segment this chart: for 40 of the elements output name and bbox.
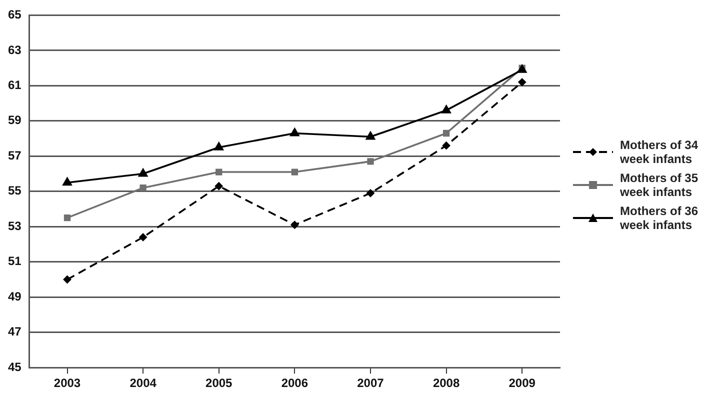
point [216, 168, 222, 176]
point [291, 168, 298, 176]
x-tick-label: 2005 [206, 376, 233, 390]
point [62, 177, 72, 186]
point [366, 189, 374, 198]
point [214, 142, 224, 150]
point [366, 131, 376, 140]
point [140, 184, 146, 192]
point [442, 142, 450, 150]
legend-label: Mothers of 36 week infants [620, 204, 700, 232]
y-tick-label: 65 [8, 8, 22, 22]
y-tick-label: 45 [8, 360, 22, 374]
y-tick-label: 63 [8, 42, 22, 57]
y-tick-label: 49 [8, 289, 22, 304]
point [64, 214, 71, 222]
point [63, 276, 72, 284]
x-tick-label: 2004 [130, 376, 157, 390]
point [214, 182, 223, 190]
y-tick-label: 59 [8, 113, 22, 128]
x-tick-label: 2009 [508, 376, 536, 390]
point [139, 233, 148, 242]
x-tick-label: 2003 [54, 376, 81, 390]
point [518, 78, 526, 86]
x-tick-label: 2007 [357, 376, 384, 390]
y-tick-label: 57 [8, 148, 22, 162]
point [290, 220, 299, 229]
point [138, 168, 148, 177]
y-tick-label: 47 [8, 324, 22, 339]
point [442, 130, 450, 137]
legend-label: Mothers of 35 week infants [620, 171, 700, 199]
point [441, 104, 452, 114]
y-tick-label: 61 [8, 78, 22, 92]
point [290, 128, 300, 136]
y-tick-label: 53 [8, 218, 22, 233]
legend-label: Mothers of 34 week infants [620, 138, 700, 166]
x-tick-label: 2008 [432, 376, 460, 390]
x-tick-label: 2006 [281, 376, 308, 390]
y-tick-label: 55 [8, 184, 22, 198]
y-tick-label: 51 [8, 254, 22, 268]
point [367, 158, 374, 165]
